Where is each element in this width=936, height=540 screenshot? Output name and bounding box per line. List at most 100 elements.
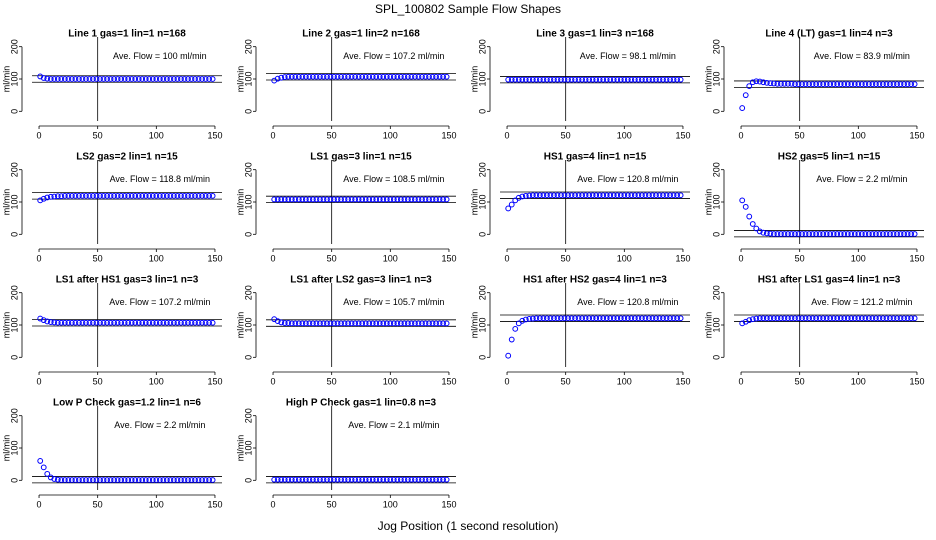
- data-point: [181, 192, 188, 199]
- data-point: [61, 76, 68, 82]
- data-point: [86, 76, 93, 82]
- data-point: [890, 231, 897, 237]
- y-tick-label: 200: [9, 285, 19, 300]
- data-point: [565, 192, 571, 199]
- data-point: [596, 192, 603, 199]
- data-point: [820, 315, 827, 322]
- x-tick-label: 100: [149, 499, 164, 509]
- data-point: [107, 76, 114, 82]
- data-point: [142, 192, 149, 199]
- data-point: [429, 73, 436, 80]
- data-point: [128, 319, 135, 326]
- data-point: [568, 76, 575, 83]
- data-point: [837, 81, 844, 88]
- data-point: [508, 76, 515, 83]
- data-point: [607, 192, 614, 199]
- data-point: [883, 81, 890, 88]
- data-point: [327, 73, 334, 80]
- data-point: [848, 315, 855, 322]
- data-point: [799, 81, 805, 88]
- data-point: [128, 192, 135, 199]
- data-point: [436, 320, 443, 327]
- data-point: [656, 76, 663, 83]
- data-point: [387, 73, 394, 80]
- data-point: [352, 196, 359, 203]
- data-point: [408, 320, 415, 327]
- panel-title: HS1 gas=4 lin=1 n=15: [544, 152, 647, 163]
- data-point: [401, 476, 408, 483]
- data-point: [862, 231, 869, 237]
- data-point: [529, 192, 536, 199]
- data-point: [114, 319, 121, 326]
- data-point: [887, 231, 893, 237]
- data-point: [603, 192, 610, 199]
- x-tick-label: 150: [441, 130, 456, 140]
- data-point: [901, 231, 907, 237]
- data-point: [869, 81, 876, 88]
- data-point: [295, 476, 302, 483]
- data-point: [802, 231, 809, 237]
- data-point: [376, 320, 383, 327]
- data-point: [554, 315, 561, 322]
- data-point: [642, 76, 649, 83]
- y-tick-label: 0: [477, 355, 487, 360]
- x-tick-label: 0: [37, 253, 42, 263]
- data-point: [355, 73, 362, 80]
- data-point: [153, 477, 160, 483]
- data-point: [904, 315, 911, 322]
- data-point: [778, 80, 784, 87]
- data-point: [419, 320, 425, 327]
- data-point: [181, 76, 188, 82]
- data-point: [635, 192, 642, 199]
- x-tick-label: 100: [383, 499, 398, 509]
- data-point: [107, 192, 114, 199]
- data-point: [433, 196, 439, 203]
- data-point: [813, 81, 819, 88]
- data-point: [667, 192, 673, 199]
- data-point: [111, 319, 117, 326]
- data-point: [642, 192, 649, 199]
- data-point: [795, 231, 802, 237]
- data-point: [171, 192, 177, 199]
- data-point: [515, 76, 522, 83]
- data-point: [767, 315, 774, 322]
- data-point: [139, 192, 146, 199]
- data-point: [674, 315, 680, 322]
- data-point: [894, 315, 900, 322]
- x-tick-label: 50: [795, 253, 805, 263]
- data-point: [188, 477, 195, 483]
- data-point: [603, 76, 610, 83]
- data-point: [209, 192, 216, 199]
- data-point: [380, 320, 387, 327]
- y-axis-label: ml/min: [469, 312, 479, 339]
- data-point: [631, 315, 638, 322]
- data-point: [865, 231, 872, 237]
- data-point: [739, 105, 746, 111]
- data-point: [760, 229, 767, 236]
- data-point: [639, 192, 645, 199]
- data-point: [579, 192, 585, 199]
- data-point: [412, 196, 418, 203]
- x-tick-label: 50: [561, 253, 571, 263]
- data-point: [199, 319, 205, 326]
- data-point: [422, 73, 429, 80]
- data-point: [756, 78, 763, 85]
- x-tick-label: 100: [383, 376, 398, 386]
- data-point: [278, 476, 285, 483]
- data-point: [512, 325, 519, 332]
- data-point: [334, 476, 341, 483]
- annotation: Ave. Flow = 121.2 ml/min: [811, 297, 912, 307]
- data-point: [419, 73, 425, 80]
- data-point: [37, 458, 44, 464]
- data-point: [614, 315, 621, 322]
- data-point: [373, 476, 380, 483]
- data-point: [911, 315, 918, 322]
- data-point: [320, 196, 327, 203]
- data-point: [415, 196, 422, 203]
- x-tick-label: 0: [505, 376, 510, 386]
- data-point: [440, 73, 446, 80]
- data-point: [174, 319, 181, 326]
- data-point: [873, 231, 879, 237]
- data-point: [44, 194, 51, 201]
